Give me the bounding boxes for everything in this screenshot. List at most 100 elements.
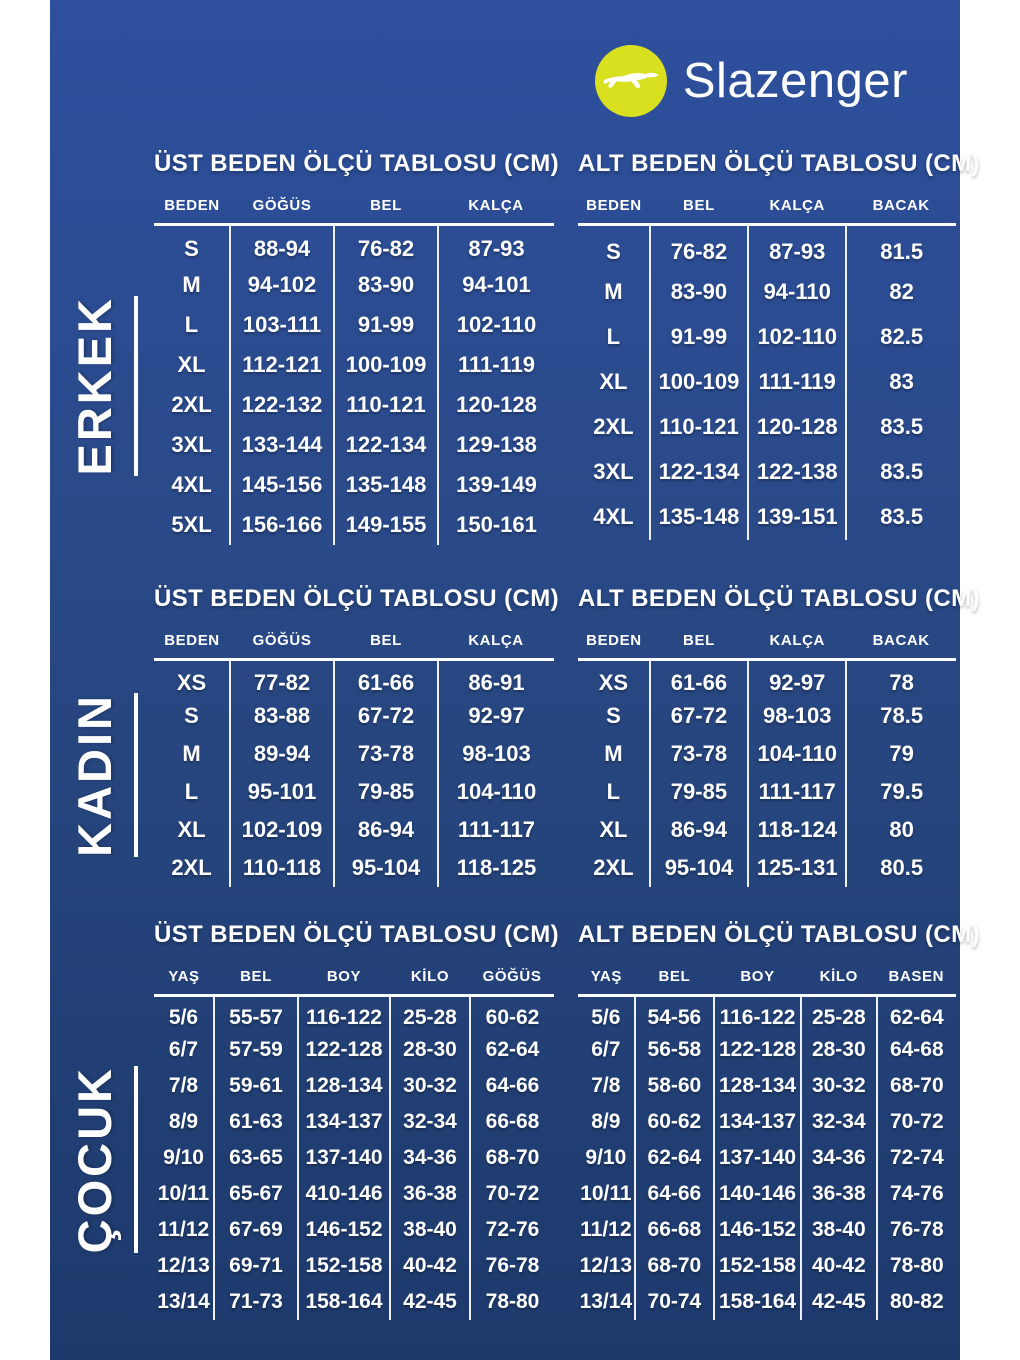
table-cell: 116-122 [713, 995, 801, 1032]
table-row: L 103-111 91-99 102-110 [154, 304, 554, 345]
table-cell: 83.5 [845, 449, 956, 495]
table-row: S 76-82 87-93 81.5 [578, 224, 956, 270]
table-cell: 110-121 [648, 404, 749, 450]
cocuk-label-rule [133, 1065, 138, 1253]
table-cell: 129-138 [437, 424, 554, 465]
table-cell: 104-110 [437, 773, 554, 811]
table-cell: 42-45 [389, 1283, 470, 1320]
table-cell: XL [177, 817, 206, 842]
table-cell: 3XL [171, 431, 212, 457]
table-cell: 13/14 [579, 1289, 633, 1313]
table-cell: 125-131 [747, 849, 847, 887]
table-cell: 94-101 [437, 264, 554, 305]
table-cell: 152-158 [297, 1247, 390, 1284]
erkek-vertical-label: ERKEK [67, 296, 138, 477]
table-cell: 40-42 [389, 1247, 470, 1284]
table-cell: 102-110 [747, 314, 847, 360]
table-cell: 110-121 [333, 384, 438, 425]
table-cell: 25-28 [800, 995, 877, 1032]
column-header: BEL [649, 625, 749, 661]
table-row: L 91-99 102-110 82.5 [578, 314, 956, 360]
erkek-label-text: ERKEK [67, 296, 121, 477]
table-cell: 67-72 [333, 697, 438, 735]
table-row: S 88-94 76-82 87-93 [154, 224, 554, 265]
column-header: KALÇA [438, 191, 554, 226]
table-cell: 137-140 [297, 1139, 390, 1176]
table-row: M 83-90 94-110 82 [578, 269, 956, 315]
section-cocuk: ÇOCUK ÜST BEDEN ÖLÇÜ TABLOSU (CM) YAŞ BEL… [50, 921, 979, 1320]
table-row: XS 77-82 61-66 86-91 [154, 659, 554, 697]
table-cell: 158-164 [713, 1283, 801, 1320]
table-cell: 8/9 [591, 1109, 621, 1133]
table-cell: 146-152 [297, 1211, 390, 1248]
table-cell: 73-78 [648, 735, 749, 773]
table-cell: 128-134 [713, 1067, 801, 1104]
table-cell: 79 [845, 735, 956, 773]
table-row: 9/10 63-65 137-140 34-36 68-70 [154, 1139, 554, 1176]
table-cell: 78 [845, 659, 956, 697]
table-cell: 78.5 [845, 697, 956, 735]
erkek-alt-table: BEDEN BEL KALÇA BACAK S 76-82 87-93 81.5 M 83-90 9… [578, 191, 956, 540]
table-cell: 122-128 [297, 1031, 390, 1068]
table-cell: 102-110 [437, 304, 554, 345]
column-header: KALÇA [438, 625, 554, 661]
table-cell: 70-72 [469, 1175, 554, 1212]
kadin-label-rule [133, 692, 138, 857]
table-cell: 112-121 [229, 344, 334, 385]
erkek-ust-title: ÜST BEDEN ÖLÇÜ TABLOSU (CM) [154, 150, 559, 177]
table-cell: 118-124 [747, 811, 847, 849]
table-cell: M [182, 271, 201, 297]
table-cell: 82.5 [845, 314, 956, 360]
table-row: 7/8 58-60 128-134 30-32 68-70 [578, 1067, 956, 1104]
table-row: 2XL 110-118 95-104 118-125 [154, 849, 554, 887]
table-row: M 73-78 104-110 79 [578, 735, 956, 773]
table-row: 5XL 156-166 149-155 150-161 [154, 504, 554, 545]
column-header: BACAK [846, 625, 956, 661]
table-cell: M [182, 741, 201, 766]
table-row: 2XL 122-132 110-121 120-128 [154, 384, 554, 425]
table-cell: 83-90 [333, 264, 438, 305]
table-cell: 158-164 [297, 1283, 390, 1320]
table-row: 8/9 60-62 134-137 32-34 70-72 [578, 1103, 956, 1140]
table-cell: 87-93 [747, 224, 847, 270]
table-cell: 66-68 [469, 1103, 554, 1140]
table-cell: 8/9 [168, 1109, 199, 1133]
table-cell: 118-125 [437, 849, 554, 887]
table-cell: 4XL [593, 504, 634, 529]
table-cell: 36-38 [389, 1175, 470, 1212]
table-cell: 150-161 [437, 504, 554, 545]
kadin-ust-block: ÜST BEDEN ÖLÇÜ TABLOSU (CM) BEDEN GÖĞÜS BE… [154, 585, 559, 887]
table-cell: 79-85 [648, 773, 749, 811]
cocuk-alt-table: YAŞ BEL BOY KİLO BASEN 5/6 54-56 116-122 25-28 62… [578, 962, 956, 1320]
table-cell: S [606, 703, 621, 728]
table-row: 3XL 133-144 122-134 129-138 [154, 424, 554, 465]
table-cell: 7/8 [591, 1073, 621, 1097]
table-cell: 122-134 [648, 449, 749, 495]
table-cell: 61-63 [213, 1103, 298, 1140]
table-row: 11/12 66-68 146-152 38-40 76-78 [578, 1211, 956, 1248]
table-cell: 3XL [593, 459, 634, 484]
erkek-label-rule [133, 296, 138, 477]
column-header: BEL [334, 191, 438, 226]
kadin-label-text: KADIN [67, 692, 121, 857]
table-cell: 9/10 [163, 1145, 204, 1169]
table-cell: 79-85 [333, 773, 438, 811]
table-row: 6/7 57-59 122-128 28-30 62-64 [154, 1031, 554, 1068]
table-cell: 72-76 [469, 1211, 554, 1248]
table-cell: 100-109 [648, 359, 749, 405]
table-cell: 11/12 [580, 1217, 632, 1241]
table-row: 9/10 62-64 137-140 34-36 72-74 [578, 1139, 956, 1176]
table-cell: 78-80 [469, 1283, 554, 1320]
table-row: 2XL 95-104 125-131 80.5 [578, 849, 956, 887]
table-cell: L [606, 779, 621, 804]
table-cell: XS [176, 669, 207, 695]
table-cell: 152-158 [713, 1247, 801, 1284]
table-cell: M [604, 741, 623, 766]
header-row: BEDEN GÖĞÜS BEL KALÇA [154, 191, 554, 226]
erkek-alt-title: ALT BEDEN ÖLÇÜ TABLOSU (CM) [578, 150, 980, 177]
table-row: S 67-72 98-103 78.5 [578, 697, 956, 735]
table-row: M 94-102 83-90 94-101 [154, 264, 554, 305]
table-cell: 76-82 [333, 224, 438, 265]
column-header: BEL [634, 962, 715, 997]
